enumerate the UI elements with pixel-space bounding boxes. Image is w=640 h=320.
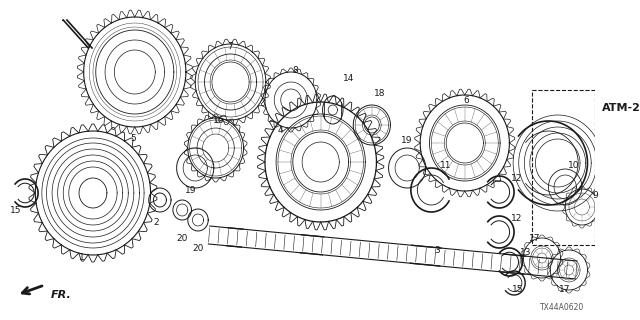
- Text: 1: 1: [79, 253, 84, 262]
- Text: 11: 11: [440, 161, 452, 170]
- Text: 7: 7: [228, 42, 234, 51]
- Text: FR.: FR.: [51, 290, 72, 300]
- Text: ATM-2: ATM-2: [602, 103, 640, 113]
- Text: 12: 12: [511, 173, 522, 182]
- Text: 14: 14: [343, 74, 355, 83]
- Text: 17: 17: [559, 285, 571, 294]
- Text: 18: 18: [374, 89, 385, 98]
- Text: 12: 12: [511, 213, 522, 222]
- Text: 20: 20: [192, 244, 204, 252]
- Text: TX44A0620: TX44A0620: [540, 303, 584, 312]
- Bar: [532, 90, 595, 245]
- Text: 3: 3: [434, 245, 440, 254]
- Text: 15: 15: [512, 285, 524, 294]
- Text: 15: 15: [10, 205, 22, 214]
- Text: 4: 4: [278, 125, 284, 134]
- Text: 13: 13: [520, 247, 532, 257]
- Text: 6: 6: [464, 95, 470, 105]
- Text: 19: 19: [185, 186, 196, 195]
- Text: 9: 9: [592, 190, 598, 199]
- Text: 8: 8: [292, 66, 298, 75]
- Text: 17: 17: [529, 234, 540, 243]
- Text: 16: 16: [212, 116, 224, 124]
- Text: 19: 19: [401, 135, 412, 145]
- Text: 2: 2: [154, 218, 159, 227]
- Ellipse shape: [323, 96, 343, 124]
- Text: 10: 10: [568, 161, 579, 170]
- Text: 20: 20: [177, 234, 188, 243]
- Text: 5: 5: [130, 133, 136, 142]
